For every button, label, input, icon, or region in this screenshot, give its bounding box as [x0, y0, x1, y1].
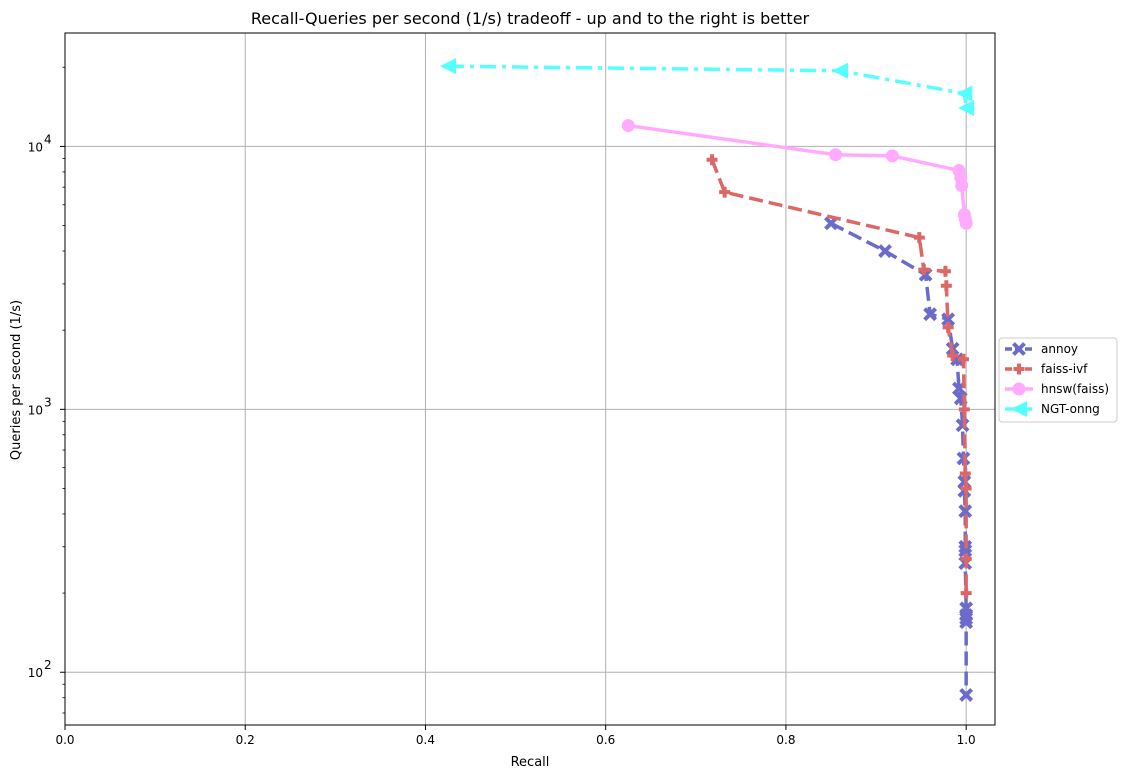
legend-label: faiss-ivf [1041, 362, 1088, 376]
y-tick-label: 10 [28, 403, 43, 417]
data-point [878, 244, 892, 258]
data-point [832, 62, 848, 79]
series-annoy [824, 216, 974, 702]
series-faiss-ivf [706, 154, 972, 599]
data-point [918, 264, 930, 276]
y-axis-title: Queries per second (1/s) [9, 300, 24, 460]
legend-marker [1012, 382, 1026, 396]
legend-entry: faiss-ivf [1005, 362, 1088, 376]
y-tick-label: 10 [28, 140, 43, 154]
x-tick-label: 0.8 [776, 733, 795, 747]
x-tick-label: 0.0 [55, 733, 74, 747]
legend-label: NGT-onng [1041, 402, 1100, 416]
data-point [956, 85, 973, 102]
legend-marker [1011, 401, 1027, 417]
data-point [959, 687, 974, 702]
data-point [960, 587, 972, 599]
x-tick-label: 0.6 [596, 733, 615, 747]
data-point [706, 154, 718, 166]
legend: annoy faiss-ivf hnsw(faiss) NGT-onng [998, 337, 1118, 423]
data-point [719, 186, 731, 198]
data-point [959, 615, 974, 630]
data-point [959, 468, 971, 480]
data-point [621, 119, 635, 133]
data-point [885, 149, 899, 163]
series-hnsw-faiss- [621, 119, 973, 230]
data-point [955, 179, 969, 193]
y-tick-exponent: 3 [44, 395, 52, 409]
legend-box [998, 337, 1118, 423]
legend-entry: NGT-onng [1005, 401, 1100, 417]
x-tick-label: 0.4 [416, 733, 435, 747]
data-point [957, 353, 969, 365]
x-tick-label: 0.2 [236, 733, 255, 747]
data-point [958, 403, 970, 415]
data-point [942, 321, 954, 333]
plot-series [439, 58, 975, 702]
data-point [959, 216, 973, 230]
legend-label: annoy [1041, 342, 1078, 356]
data-point [940, 280, 952, 292]
data-point [958, 504, 973, 519]
legend-marker [1013, 363, 1025, 375]
series-line [710, 159, 968, 594]
y-tick-exponent: 2 [44, 658, 52, 672]
data-point [958, 543, 973, 558]
data-point [939, 265, 951, 277]
legend-entry: annoy [1005, 342, 1078, 356]
data-point [913, 232, 925, 244]
plot-frame [64, 32, 996, 726]
data-point [923, 307, 938, 322]
series-line [830, 221, 968, 695]
data-point [947, 350, 959, 362]
y-tick-label: 10 [28, 666, 43, 680]
data-point [960, 482, 972, 494]
legend-entry: hnsw(faiss) [1005, 382, 1109, 396]
data-point [439, 58, 456, 75]
series-line [447, 64, 968, 109]
data-point [941, 312, 956, 327]
data-point [824, 216, 838, 231]
legend-marker [1012, 342, 1026, 356]
data-point [960, 553, 972, 565]
x-axis-title: Recall [511, 755, 550, 770]
data-point [959, 611, 974, 626]
data-point [828, 148, 842, 162]
chart-title: Recall-Queries per second (1/s) tradeoff… [251, 9, 810, 28]
data-point [958, 99, 975, 116]
x-tick-label: 1.0 [957, 733, 976, 747]
grid [64, 33, 995, 725]
legend-label: hnsw(faiss) [1041, 382, 1109, 396]
y-tick-exponent: 4 [44, 132, 52, 146]
series-ngt-onng [439, 58, 975, 116]
